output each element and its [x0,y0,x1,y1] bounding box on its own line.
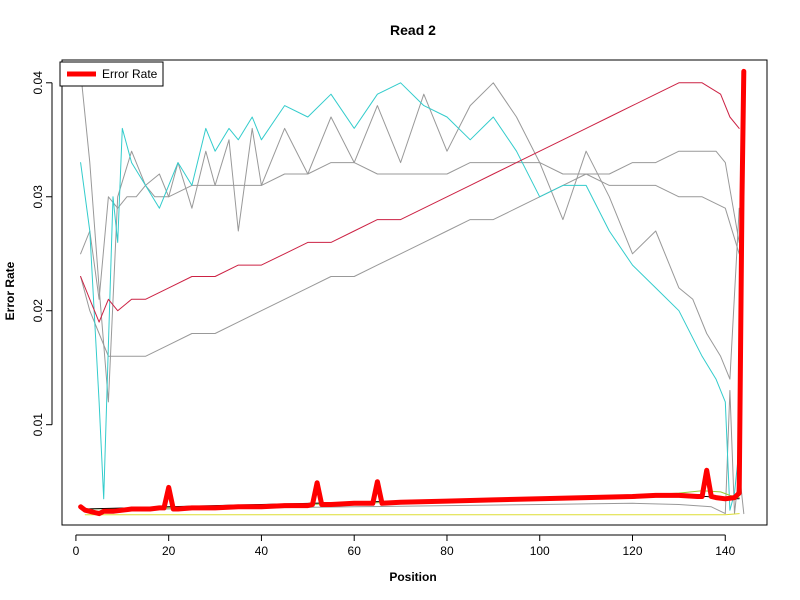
x-axis: 0 20 40 60 80 100 120 140 [73,534,736,558]
x-tick-label: 40 [255,544,269,558]
series-line-5 [80,82,740,323]
x-tick-label: 100 [530,544,550,558]
y-tick-label: 0.02 [31,299,45,323]
y-tick-label: 0.03 [31,185,45,209]
x-axis-title: Position [389,570,436,584]
x-tick-label: 60 [348,544,362,558]
series-line-1 [80,162,740,300]
y-tick-label: 0.01 [31,413,45,437]
y-tick-label: 0.04 [31,71,45,95]
x-tick-label: 140 [715,544,735,558]
legend-label: Error Rate [102,67,158,81]
series-line-2 [80,150,740,357]
x-tick-label: 20 [162,544,176,558]
chart-title: Read 2 [390,22,436,38]
legend: Error Rate [59,61,164,87]
y-axis-title: Error Rate [3,261,17,320]
x-tick-label: 120 [622,544,642,558]
x-tick-label: 80 [440,544,454,558]
series-line-4 [80,82,740,511]
series-line-0 [80,70,740,403]
plot-frame [61,59,768,526]
y-axis: 0.01 0.02 0.03 0.04 [31,71,53,437]
plot-area [61,59,768,526]
series-line-7 [84,513,740,516]
series-line-error-rate [78,68,747,517]
x-tick-label: 0 [73,544,80,558]
